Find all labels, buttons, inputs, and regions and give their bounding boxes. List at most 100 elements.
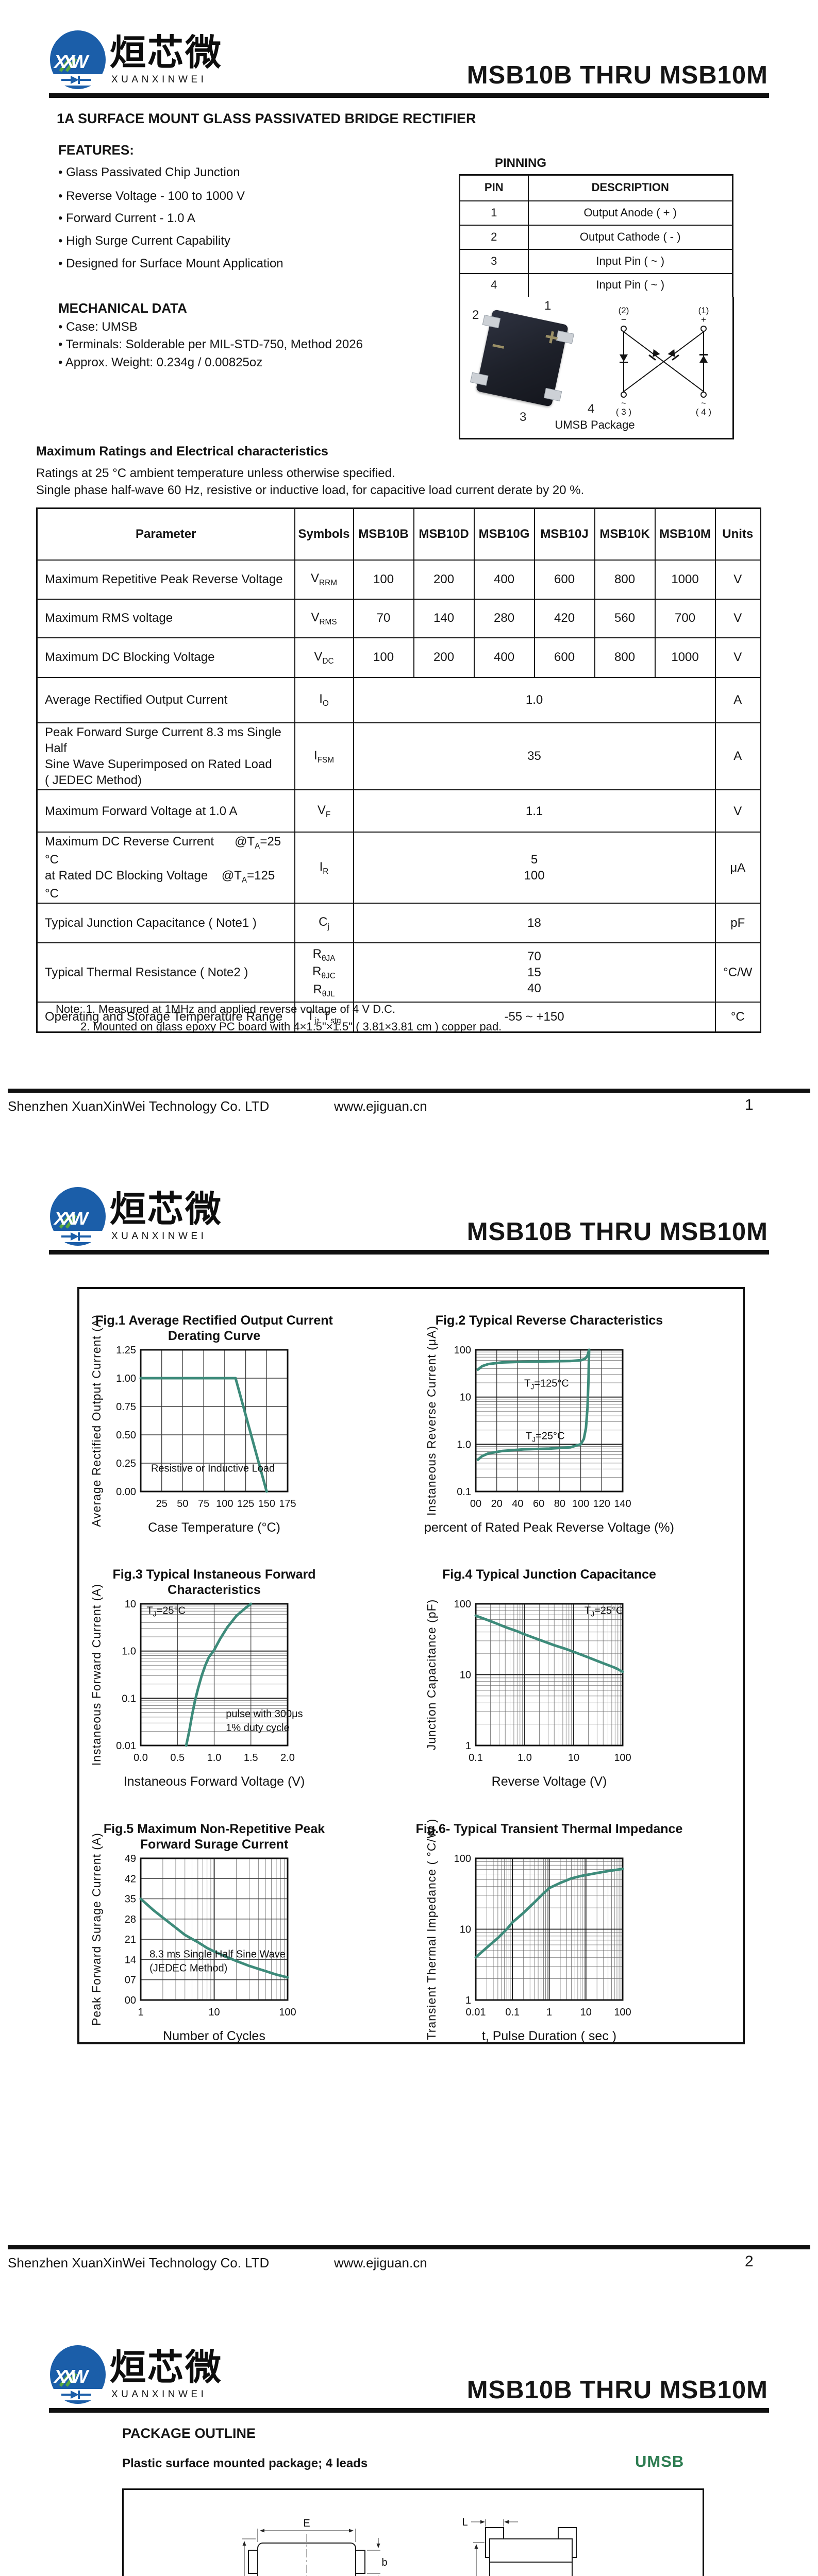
svg-text:1.0: 1.0 — [207, 1752, 222, 1764]
svg-text:150: 150 — [258, 1498, 275, 1510]
svg-text:Fig.6- Typical Transient Therm: Fig.6- Typical Transient Thermal Impedan… — [416, 1822, 683, 1836]
svg-text:0.25: 0.25 — [116, 1458, 136, 1469]
package-front-view: E b D — [242, 2518, 388, 2576]
svg-text:~: ~ — [621, 398, 626, 408]
table-cell: VRRM — [294, 559, 354, 600]
svg-text:1: 1 — [138, 2007, 143, 2018]
package-outline-title: PACKAGE OUTLINE — [122, 2426, 256, 2441]
svg-text:TJ=25°C: TJ=25°C — [146, 1605, 186, 1618]
svg-text:t, Pulse Duration ( sec ): t, Pulse Duration ( sec ) — [482, 2029, 616, 2043]
svg-text:21: 21 — [125, 1934, 136, 1945]
svg-text:Derating Curve: Derating Curve — [168, 1329, 260, 1343]
brand-name-cn: 烜芯微 — [110, 1189, 223, 1229]
package-caption: UMSB Package — [555, 418, 635, 431]
table-header-cell: MSB10M — [654, 507, 716, 561]
svg-text:Characteristics: Characteristics — [168, 1583, 261, 1597]
table-cell: VRMS — [294, 598, 354, 638]
table-cell: 100 — [353, 637, 414, 678]
dim-E-label: E — [303, 2518, 310, 2529]
bridge-circuit-diagram: (2) − (1) + ~ ( 3 ) ~ ( 4 ) — [616, 306, 711, 417]
table-cell: V — [714, 598, 761, 638]
fig1-chart: 25 50 75 100 125 150 175 0.00 0.25 0.50 0.75 1.00 1.… — [90, 1313, 333, 1535]
mech-item: • Case: UMSB — [58, 320, 138, 334]
pinning-title: PINNING — [494, 156, 546, 170]
feature-item: • High Surge Current Capability — [58, 234, 230, 248]
table-cell: Maximum RMS voltage — [36, 598, 295, 638]
svg-text:pulse with 300μs: pulse with 300μs — [226, 1708, 303, 1720]
brand-name-cn: 烜芯微 — [110, 2347, 223, 2387]
table-cell: μA — [714, 832, 761, 904]
svg-text:~: ~ — [701, 398, 706, 408]
table-cell: 140 — [413, 598, 475, 638]
table-cell: 600 — [533, 637, 595, 678]
svg-text:28: 28 — [125, 1914, 136, 1925]
svg-text:( 3 ): ( 3 ) — [616, 407, 631, 417]
svg-text:(2): (2) — [619, 306, 629, 315]
svg-text:1.0: 1.0 — [457, 1439, 471, 1450]
table-cell: V — [714, 559, 761, 600]
footer-website[interactable]: www.ejiguan.cn — [334, 1098, 427, 1114]
page2-header: XXW 烜芯微 XUANXINWEI MSB10B THRU MSB10M — [49, 1187, 769, 1255]
svg-text:−: − — [621, 315, 626, 325]
table-cell: IR — [294, 832, 354, 904]
footer-website[interactable]: www.ejiguan.cn — [334, 2255, 427, 2270]
svg-text:0.50: 0.50 — [116, 1430, 136, 1441]
svg-text:1: 1 — [465, 1740, 471, 1752]
table-cell: 1.1 — [353, 789, 716, 833]
table-cell: Maximum DC Reverse Current @TA=25 °C at R… — [36, 832, 295, 904]
table-cell: Average Rectified Output Current — [36, 676, 295, 723]
svg-text:0.0: 0.0 — [133, 1752, 148, 1764]
dim-L-label: L — [462, 2517, 468, 2528]
table-cell: 4 — [459, 273, 529, 298]
table-cell: °C — [714, 1002, 761, 1033]
svg-text:0.1: 0.1 — [457, 1486, 471, 1498]
svg-text:1: 1 — [465, 1995, 471, 2006]
table-cell: 280 — [473, 598, 535, 638]
svg-text:1.5: 1.5 — [244, 1752, 258, 1764]
table-cell: A — [714, 722, 761, 791]
svg-text:100: 100 — [279, 2007, 296, 2018]
svg-text:00: 00 — [125, 1995, 136, 2006]
svg-text:Number of Cycles: Number of Cycles — [163, 2029, 265, 2043]
table-cell: VDC — [294, 637, 354, 678]
table-cell: 70 — [353, 598, 414, 638]
ratings-table: Parameter Symbols MSB10B MSB10D MSB10G MSB10J… — [36, 507, 762, 1033]
svg-text:125: 125 — [237, 1498, 254, 1510]
svg-text:50: 50 — [177, 1498, 188, 1510]
svg-text:07: 07 — [125, 1975, 136, 1986]
table-header-cell: MSB10D — [413, 507, 475, 561]
table-header-cell: PIN — [459, 174, 529, 201]
table-cell: 700 — [654, 598, 716, 638]
photo-pin3-label: 3 — [520, 410, 527, 424]
svg-text:10: 10 — [125, 1599, 136, 1610]
table-cell: Output Cathode ( - ) — [527, 224, 733, 250]
ratings-subtitle1: Ratings at 25 °C ambient temperature unl… — [36, 466, 395, 480]
svg-text:10: 10 — [568, 1752, 579, 1764]
svg-text:0.01: 0.01 — [466, 2007, 486, 2018]
table-cell: 1.0 — [353, 676, 716, 723]
svg-text:TJ=125°C: TJ=125°C — [524, 1378, 569, 1391]
svg-text:10: 10 — [460, 1392, 471, 1403]
svg-text:Average Rectified Output Curre: Average Rectified Output Current (A) — [90, 1314, 103, 1527]
fig2: 00 20 40 60 80 100 120 140 0.1 1.0 10 100 Fig.2 Typi… — [424, 1311, 674, 1553]
table-cell: IFSM — [294, 722, 354, 791]
doc-title: MSB10B THRU MSB10M — [466, 2376, 768, 2404]
header-rule — [49, 93, 769, 98]
table-cell: 400 — [473, 637, 535, 678]
svg-text:Resistive or Inductive Load: Resistive or Inductive Load — [151, 1463, 275, 1475]
svg-text:Fig.2 Typical Reverse Charact: Fig.2 Typical Reverse Characteristics — [436, 1313, 663, 1328]
svg-text:1: 1 — [546, 2007, 552, 2018]
svg-text:1.25: 1.25 — [116, 1345, 136, 1356]
svg-text:10: 10 — [208, 2007, 220, 2018]
fig6-chart: 0.01 0.1 1 10 100 1 10 100 Fig.6- Typical Transi… — [416, 1819, 683, 2043]
svg-text:8.3 ms Single Half Sine Wave: 8.3 ms Single Half Sine Wave — [149, 1949, 286, 1960]
table-header-cell: MSB10B — [353, 507, 414, 561]
svg-text:( 4 ): ( 4 ) — [696, 407, 711, 417]
note2: 2. Mounted on glass epoxy PC board with … — [80, 1020, 502, 1033]
photo-pin4-label: 4 — [588, 402, 595, 416]
svg-text:100: 100 — [454, 1345, 471, 1356]
svg-text:42: 42 — [125, 1873, 136, 1885]
table-cell: Output Anode ( + ) — [527, 200, 733, 226]
svg-text:60: 60 — [533, 1498, 544, 1510]
dim-b-label: b — [381, 2557, 387, 2568]
